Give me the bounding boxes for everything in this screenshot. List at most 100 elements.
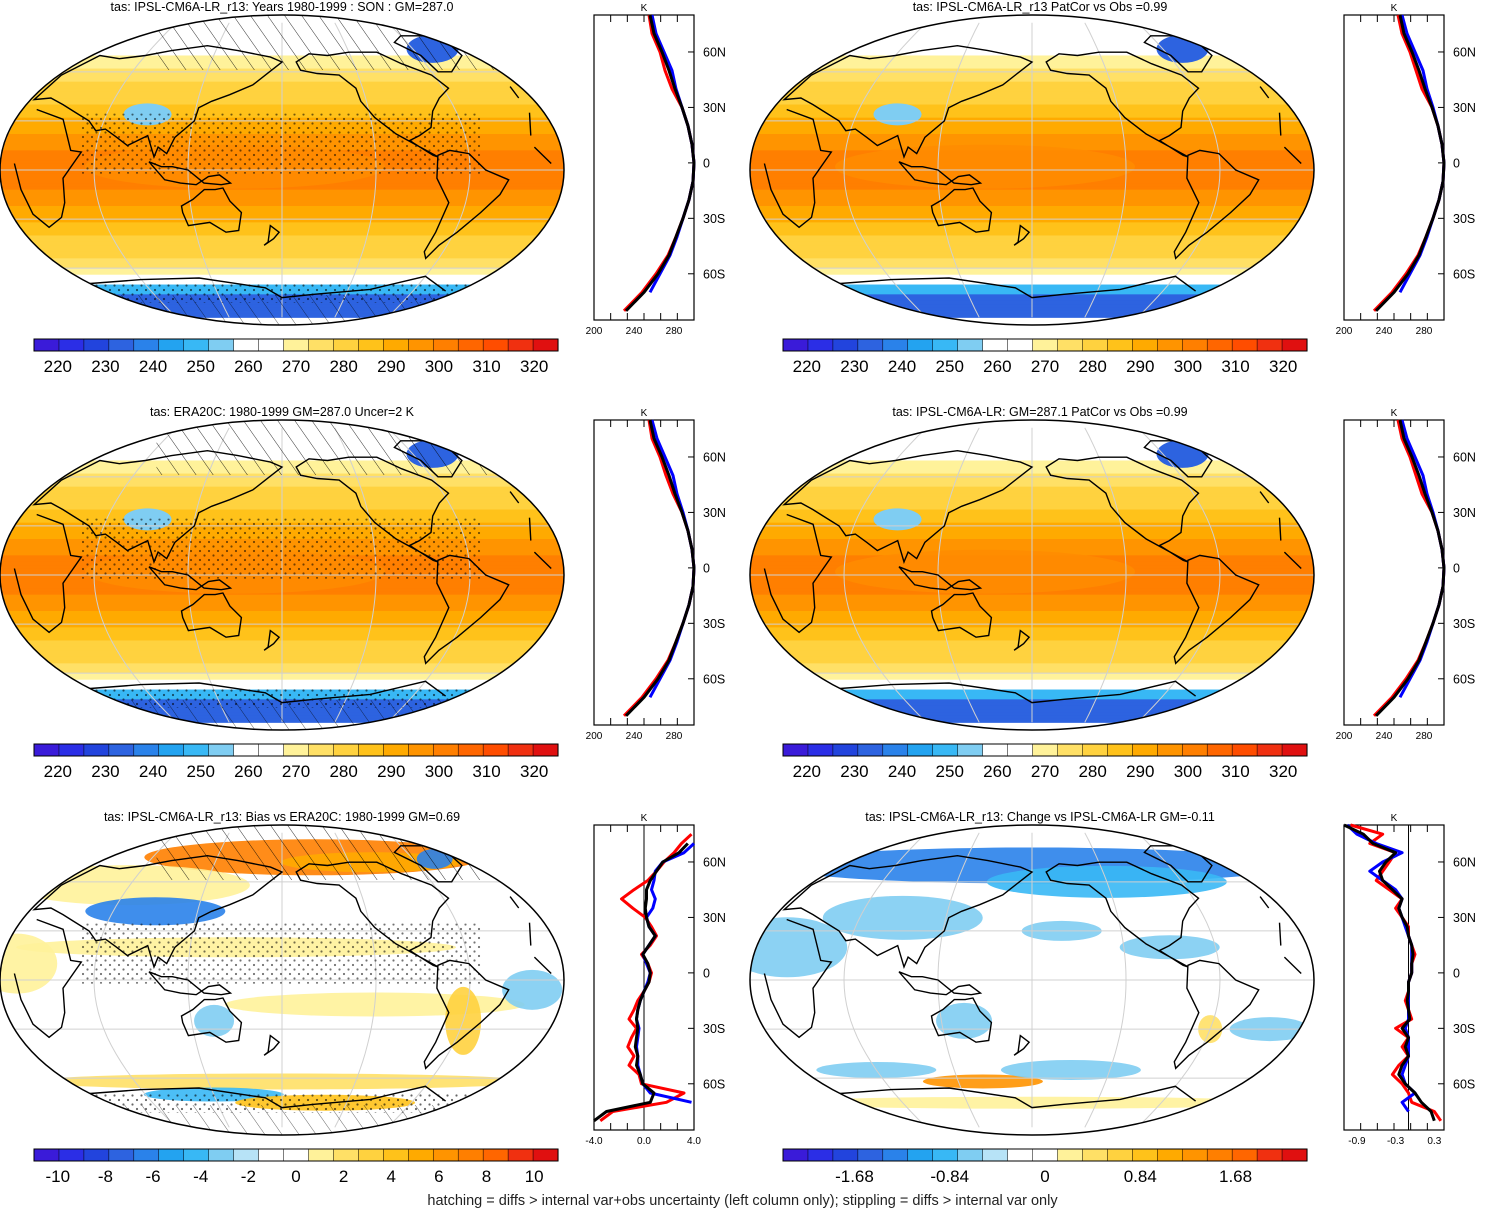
longitude-gridline: [1137, 22, 1221, 318]
map-panel-4: tas: IPSL-CM6A-LR: GM=287.1 PatCor vs Ob…: [749, 405, 1315, 731]
indonesia-coastline: [148, 566, 233, 591]
colorbar-segment: [1281, 743, 1308, 757]
colorbar-segment: [33, 338, 60, 352]
profile-unit-label: K: [1391, 813, 1398, 824]
profile-lat-label: 30N: [1453, 101, 1476, 115]
zonal-profile-2: K 60N 30N 0 30S 60S 200 240 280: [1336, 3, 1476, 337]
colorbar-tick-label: 310: [1221, 357, 1249, 376]
map-field: [750, 427, 1314, 723]
profile-lat-label: 60N: [703, 855, 726, 869]
indonesia-coastline: [898, 161, 983, 186]
colorbar-segment: [133, 338, 160, 352]
colorbar-segment: [782, 338, 809, 352]
colorbar-tick-label: -0.84: [930, 1167, 969, 1186]
longitude-gridline: [1084, 22, 1127, 318]
colorbar-segment: [807, 1148, 834, 1162]
colorbar-segment: [133, 743, 160, 757]
profile-x-label: 280: [1416, 326, 1433, 337]
colorbar-tick-label: 230: [840, 762, 868, 781]
longitude-gridline: [1084, 832, 1127, 1128]
colorbar-segment: [1057, 338, 1083, 352]
colorbar-segment: [1007, 338, 1034, 352]
colorbar-tick-label: 290: [377, 762, 405, 781]
profile-lat-label: 60S: [703, 1077, 725, 1091]
profile-lat-label: 60N: [1453, 855, 1476, 869]
australia-coastline: [180, 187, 243, 233]
africa-coastline: [13, 513, 552, 634]
colorbar-segment: [383, 338, 409, 352]
change-patch: [936, 1002, 993, 1039]
change-patch: [1119, 935, 1220, 960]
colorbar-tick-label: 280: [1078, 762, 1106, 781]
north-america-coastline: [295, 456, 450, 563]
colorbar-tick-label: 220: [793, 357, 821, 376]
colorbar-segment: [907, 743, 934, 757]
colorbar-segment: [1132, 338, 1158, 352]
colorbar-tick-label: 270: [282, 357, 310, 376]
colorbar-segment: [1082, 1148, 1108, 1162]
colorbar-segment: [1281, 1148, 1308, 1162]
change-patch: [822, 895, 983, 940]
colorbar-segment: [408, 743, 434, 757]
colorbar-segment: [507, 1148, 534, 1162]
colorbar-tick-label: 250: [936, 357, 964, 376]
map-border: [749, 824, 1315, 1136]
profile-series-line: [1374, 419, 1446, 717]
eurasia-coastline: [782, 44, 1270, 159]
new-zealand-coastline: [1013, 1034, 1031, 1056]
colorbar-segment: [358, 1148, 384, 1162]
colorbar-segment: [258, 338, 285, 352]
profile-lat-label: 30N: [703, 506, 726, 520]
colorbar-segment: [1107, 338, 1133, 352]
colorbar-segment: [1231, 338, 1258, 352]
colorbar-segment: [233, 743, 260, 757]
profile-lat-label: 30N: [703, 101, 726, 115]
colorbar-segment: [333, 743, 359, 757]
colorbar-segment: [1107, 743, 1133, 757]
colorbar-segment: [457, 338, 484, 352]
colorbar-tick-label: 300: [425, 357, 453, 376]
colorbar-segment: [83, 338, 110, 352]
colorbar-segment: [1007, 743, 1034, 757]
colorbar-segment: [1157, 338, 1183, 352]
colorbar-segment: [1007, 1148, 1034, 1162]
map-field: [750, 825, 1314, 1135]
colorbar-segment: [233, 338, 260, 352]
colorbar-tick-label: 4: [387, 1167, 396, 1186]
africa-coastline: [763, 918, 1302, 1039]
figure-footnote: hatching = diffs > internal var+obs unce…: [427, 1193, 1058, 1209]
profile-lat-label: 0: [703, 966, 710, 980]
colorbar-segment: [33, 743, 60, 757]
colorbar-tick-label: 250: [187, 762, 215, 781]
new-zealand-coastline: [263, 629, 281, 651]
colorbar-segment: [83, 1148, 110, 1162]
colorbar-segment: [33, 1148, 60, 1162]
colorbar-tick-label: 280: [329, 762, 357, 781]
colorbar-segment: [1057, 1148, 1083, 1162]
colorbar-segment: [333, 338, 359, 352]
colorbar-tick-label: 2: [339, 1167, 348, 1186]
zonal-profile-3: K 60N 30N 0 30S 60S 200 240 280: [586, 408, 726, 742]
colorbar-segment: [832, 743, 859, 757]
south-america-coastline: [1173, 959, 1260, 1070]
bias-patch: [502, 969, 563, 1010]
colorbar-segment: [532, 338, 559, 352]
colorbar-tick-label: 270: [1031, 357, 1059, 376]
longitude-gridline: [1137, 427, 1221, 723]
new-zealand-coastline: [1013, 224, 1031, 246]
colorbar-segment: [957, 338, 984, 352]
map-border: [0, 14, 565, 326]
africa-coastline: [763, 108, 1302, 229]
stippling-tropics: [82, 113, 482, 174]
colorbar-segment: [208, 1148, 235, 1162]
colorbar-segment: [1231, 743, 1258, 757]
colorbar-tick-label: -6: [146, 1167, 161, 1186]
colorbar-segment: [532, 743, 559, 757]
colorbar-4: 220 230 240 250 260 270 280 290 300 310 320: [782, 743, 1308, 781]
colorbar-segment: [283, 1148, 310, 1162]
colorbar-segment: [1256, 743, 1283, 757]
colorbar-tick-label: 220: [793, 762, 821, 781]
colorbar-segment: [1082, 338, 1108, 352]
colorbar-segment: [1181, 338, 1208, 352]
panel-title: tas: IPSL-CM6A-LR_r13: Years 1980-1999 :…: [111, 0, 454, 14]
